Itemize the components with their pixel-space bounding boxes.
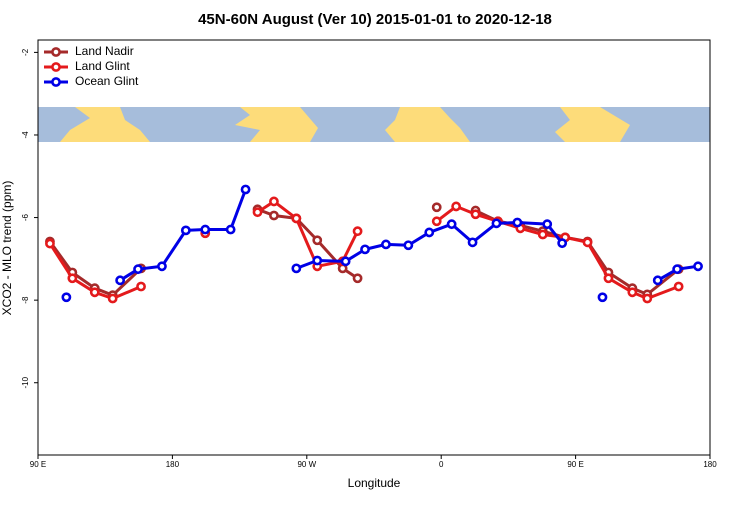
point: [269, 210, 279, 221]
line-segment: [471, 222, 498, 244]
legend-label: Ocean Glint: [75, 74, 139, 88]
point: [537, 229, 548, 240]
point: [582, 237, 593, 248]
line-segment: [586, 241, 610, 280]
point: [352, 273, 363, 284]
plot-frame: [37, 39, 711, 456]
x-tick-label: 90 W: [297, 460, 316, 469]
legend-label: Land Nadir: [75, 44, 134, 58]
y-tick-label: -4: [21, 131, 30, 139]
line-segment: [646, 268, 680, 296]
x-tick-label: 90 E: [30, 460, 46, 469]
y-tick-label: -2: [21, 48, 30, 56]
line-segment: [517, 221, 548, 226]
point: [673, 281, 684, 292]
point: [225, 224, 236, 235]
point: [642, 293, 653, 304]
point: [269, 196, 279, 207]
point: [352, 226, 363, 237]
line-segment: [341, 230, 359, 262]
point: [340, 256, 351, 267]
point: [157, 261, 167, 272]
x-tick-label: 90 E: [567, 460, 583, 469]
line-segment: [229, 188, 247, 231]
point: [115, 275, 126, 286]
point: [652, 275, 663, 286]
point: [89, 287, 100, 298]
point: [45, 238, 55, 249]
point: [627, 287, 638, 298]
point: [291, 263, 302, 274]
y-tick-label: -8: [21, 296, 30, 304]
point: [312, 255, 323, 266]
line-segment: [646, 285, 680, 300]
point: [424, 227, 435, 238]
point: [240, 184, 251, 195]
line-segment: [160, 229, 188, 268]
y-tick-label: -6: [21, 213, 30, 221]
point: [200, 224, 211, 235]
point: [136, 281, 146, 292]
point: [252, 207, 263, 218]
point: [61, 292, 72, 303]
legend-marker: [51, 77, 61, 87]
point: [133, 264, 143, 275]
point: [672, 264, 683, 275]
point: [542, 219, 553, 230]
point: [597, 292, 608, 303]
point: [467, 237, 478, 248]
point: [431, 216, 442, 227]
point: [603, 273, 614, 284]
point: [312, 235, 323, 246]
map-strip: [38, 107, 710, 142]
legend-marker: [51, 47, 61, 57]
point: [107, 293, 118, 304]
line-segment: [112, 285, 142, 300]
y-axis-label: XCO2 - MLO trend (ppm): [0, 181, 14, 316]
chart-title: 45N-60N August (Ver 10) 2015-01-01 to 20…: [198, 11, 552, 28]
point: [451, 201, 462, 212]
point: [446, 219, 457, 230]
point: [431, 202, 442, 213]
legend-marker: [51, 62, 61, 72]
x-tick-label: 180: [703, 460, 717, 469]
point: [360, 244, 370, 255]
line-segment: [48, 242, 74, 280]
legend-label: Land Glint: [75, 59, 130, 73]
x-axis-label: Longitude: [348, 476, 401, 490]
point: [491, 218, 502, 229]
point: [512, 217, 523, 228]
point: [403, 240, 414, 251]
x-tick-label: 0: [439, 460, 444, 469]
point: [67, 273, 78, 284]
point: [381, 239, 391, 250]
x-tick-label: 180: [166, 460, 180, 469]
point: [470, 209, 481, 220]
y-tick-label: -10: [21, 376, 30, 388]
point: [291, 213, 302, 224]
point: [557, 238, 568, 249]
line-segment: [295, 217, 319, 242]
point: [693, 261, 703, 272]
point: [180, 225, 191, 236]
